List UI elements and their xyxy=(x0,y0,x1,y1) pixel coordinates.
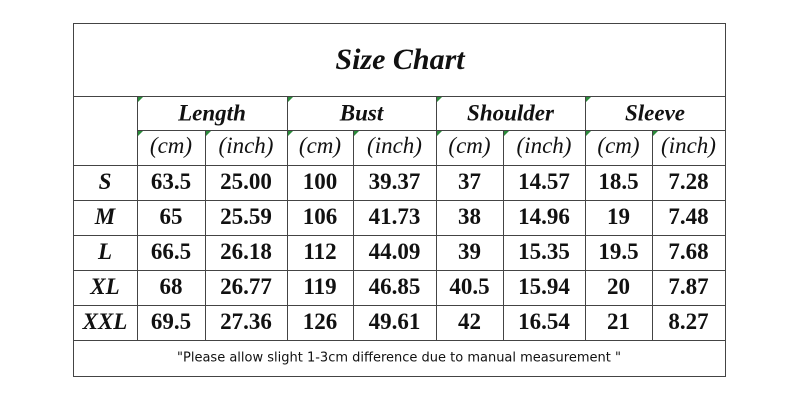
unit-header: (cm) xyxy=(150,133,192,158)
cell-value: 119 xyxy=(303,274,336,299)
cell-value: 37 xyxy=(458,169,481,194)
size-label: XL xyxy=(89,274,119,299)
cell-value: 38 xyxy=(458,204,481,229)
table-title: Size Chart xyxy=(335,43,466,76)
group-header: Sleeve xyxy=(625,100,685,125)
cell-marker xyxy=(354,131,359,136)
cell-value: 40.5 xyxy=(449,274,489,299)
cell-value: 14.57 xyxy=(518,169,570,194)
cell-marker xyxy=(288,131,293,136)
cell-value: 15.94 xyxy=(518,274,570,299)
cell-value: 69.5 xyxy=(151,309,191,334)
size-label: M xyxy=(94,204,117,229)
unit-header: (inch) xyxy=(367,133,422,158)
cell-marker xyxy=(586,131,591,136)
size-label: S xyxy=(99,169,112,194)
cell-value: 68 xyxy=(160,274,183,299)
cell-value: 25.59 xyxy=(220,204,272,229)
cell-value: 21 xyxy=(607,309,630,334)
cell-marker xyxy=(586,97,591,102)
unit-header: (inch) xyxy=(219,133,274,158)
cell-value: 14.96 xyxy=(518,204,570,229)
cell-value: 7.87 xyxy=(668,274,708,299)
table-note: "Please allow slight 1-3cm difference du… xyxy=(177,351,621,366)
size-label: XXL xyxy=(82,309,128,334)
cell-marker xyxy=(437,97,442,102)
cell-value: 46.85 xyxy=(369,274,421,299)
cell-value: 18.5 xyxy=(598,169,638,194)
cell-value: 25.00 xyxy=(220,169,272,194)
unit-header: (inch) xyxy=(517,133,572,158)
cell-value: 19 xyxy=(607,204,630,229)
cell-value: 41.73 xyxy=(369,204,421,229)
cell-marker xyxy=(288,97,293,102)
cell-value: 19.5 xyxy=(598,239,638,264)
cell-marker xyxy=(653,131,658,136)
cell-value: 112 xyxy=(303,239,336,264)
unit-header: (cm) xyxy=(448,133,490,158)
cell-value: 8.27 xyxy=(668,309,708,334)
cell-value: 63.5 xyxy=(151,169,191,194)
cell-value: 65 xyxy=(160,204,183,229)
cell-value: 49.61 xyxy=(369,309,421,334)
cell-value: 15.35 xyxy=(518,239,570,264)
cell-value: 7.28 xyxy=(668,169,708,194)
cell-value: 44.09 xyxy=(369,239,421,264)
cell-value: 39.37 xyxy=(369,169,421,194)
unit-header: (cm) xyxy=(597,133,639,158)
cell-marker xyxy=(138,97,143,102)
cell-value: 27.36 xyxy=(220,309,272,334)
cell-value: 20 xyxy=(607,274,630,299)
cell-value: 106 xyxy=(303,204,338,229)
unit-header: (cm) xyxy=(299,133,341,158)
cell-value: 7.48 xyxy=(668,204,708,229)
cell-marker xyxy=(206,131,211,136)
unit-header: (inch) xyxy=(661,133,716,158)
cell-marker xyxy=(138,131,143,136)
cell-value: 26.77 xyxy=(220,274,272,299)
cell-value: 16.54 xyxy=(518,309,570,334)
cell-value: 42 xyxy=(458,309,481,334)
cell-value: 26.18 xyxy=(220,239,272,264)
cell-marker xyxy=(504,131,509,136)
group-header: Bust xyxy=(339,100,384,125)
cell-value: 66.5 xyxy=(151,239,191,264)
cell-value: 39 xyxy=(458,239,481,264)
cell-value: 100 xyxy=(303,169,338,194)
size-label: L xyxy=(97,239,112,264)
group-header: Length xyxy=(177,100,246,125)
group-header: Shoulder xyxy=(467,100,555,125)
cell-value: 126 xyxy=(303,309,338,334)
cell-marker xyxy=(437,131,442,136)
cell-value: 7.68 xyxy=(668,239,708,264)
